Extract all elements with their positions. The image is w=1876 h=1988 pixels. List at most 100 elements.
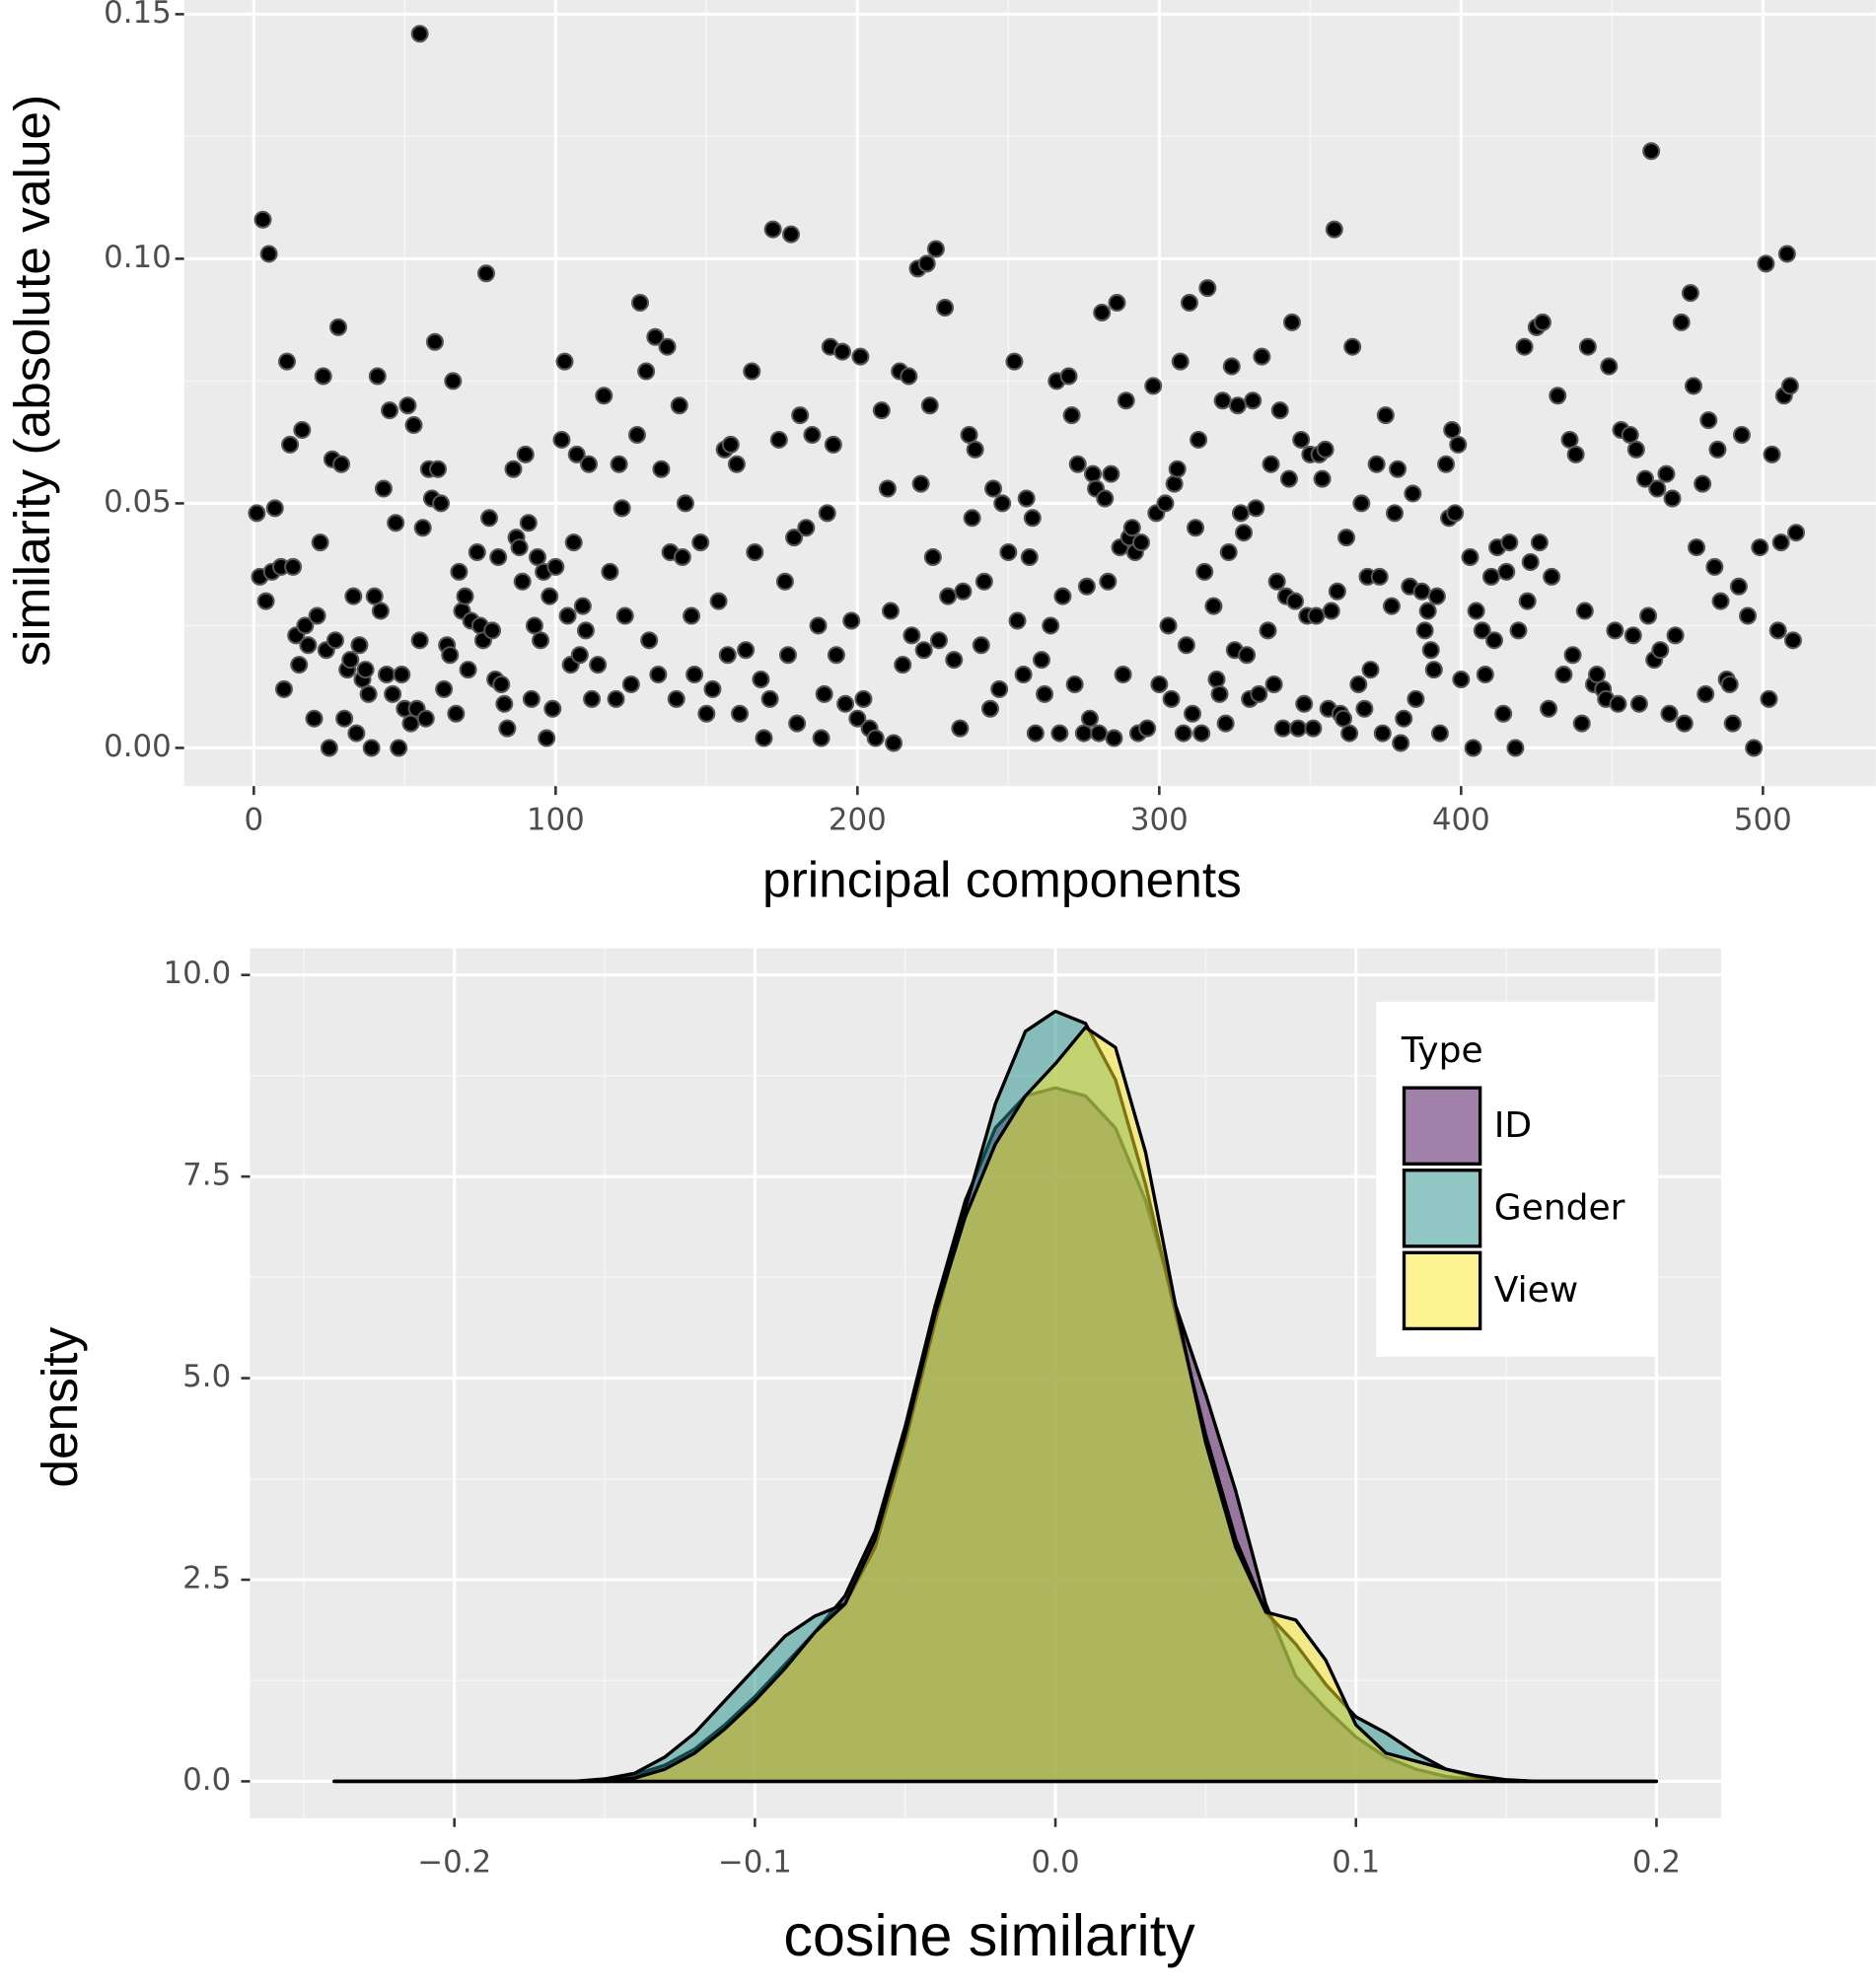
point bbox=[613, 499, 631, 518]
point bbox=[1264, 674, 1283, 693]
point bbox=[1376, 406, 1395, 425]
point bbox=[1026, 724, 1045, 743]
point bbox=[627, 425, 646, 444]
point bbox=[667, 689, 685, 708]
point bbox=[1473, 621, 1491, 640]
point bbox=[1156, 494, 1175, 513]
point bbox=[281, 435, 300, 454]
point bbox=[1105, 729, 1123, 747]
point bbox=[1222, 357, 1241, 376]
y-axis-title: density bbox=[31, 1326, 88, 1487]
point bbox=[347, 724, 366, 743]
x-tick-label: 300 bbox=[1130, 803, 1189, 838]
point bbox=[926, 240, 945, 258]
point bbox=[1334, 709, 1352, 728]
y-tick-label: 2.5 bbox=[182, 1560, 231, 1596]
point bbox=[1150, 674, 1169, 693]
point bbox=[1099, 572, 1118, 591]
point bbox=[1540, 699, 1558, 718]
point bbox=[1663, 489, 1682, 508]
point bbox=[1382, 597, 1401, 615]
point bbox=[1231, 504, 1250, 523]
x-tick-label: −0.2 bbox=[417, 1845, 491, 1881]
point bbox=[1509, 621, 1528, 640]
point bbox=[1183, 704, 1201, 723]
point bbox=[601, 562, 619, 581]
point bbox=[836, 694, 855, 713]
point bbox=[1216, 714, 1235, 733]
point bbox=[504, 460, 523, 478]
x-tick-label: 100 bbox=[527, 803, 585, 838]
point bbox=[1543, 567, 1561, 586]
point bbox=[311, 533, 329, 552]
point bbox=[1518, 592, 1537, 610]
point bbox=[1059, 367, 1078, 386]
point bbox=[1530, 533, 1549, 552]
point bbox=[1566, 445, 1585, 463]
point bbox=[532, 631, 550, 650]
legend-label: Gender bbox=[1494, 1188, 1625, 1229]
point bbox=[1325, 220, 1343, 239]
point bbox=[1322, 602, 1340, 620]
point bbox=[428, 460, 447, 478]
point bbox=[265, 499, 284, 518]
point bbox=[691, 533, 710, 552]
point bbox=[447, 704, 466, 723]
point bbox=[1096, 489, 1115, 508]
point bbox=[1418, 602, 1437, 620]
x-axis-title: principal components bbox=[762, 851, 1242, 908]
point bbox=[1036, 684, 1054, 703]
point bbox=[1621, 425, 1639, 444]
point bbox=[1131, 533, 1150, 552]
point bbox=[1626, 440, 1645, 459]
point bbox=[432, 494, 451, 513]
point bbox=[824, 435, 842, 454]
point bbox=[1572, 714, 1591, 733]
point bbox=[833, 342, 852, 361]
point bbox=[344, 587, 363, 605]
point bbox=[1521, 552, 1540, 571]
point bbox=[410, 25, 429, 43]
point bbox=[1219, 543, 1238, 562]
point bbox=[1554, 666, 1573, 684]
point bbox=[797, 519, 816, 537]
point bbox=[1117, 391, 1135, 410]
point bbox=[1005, 352, 1024, 371]
point bbox=[763, 220, 782, 239]
point bbox=[885, 734, 903, 752]
point bbox=[1195, 562, 1214, 581]
point bbox=[1705, 557, 1724, 576]
point bbox=[939, 587, 958, 605]
point bbox=[727, 455, 746, 473]
point bbox=[1138, 719, 1157, 738]
point bbox=[1563, 646, 1582, 665]
point bbox=[1304, 719, 1323, 738]
point bbox=[1609, 694, 1627, 713]
point bbox=[1639, 606, 1658, 625]
point bbox=[528, 547, 546, 566]
point bbox=[259, 245, 278, 263]
point bbox=[483, 621, 502, 640]
point bbox=[1578, 337, 1597, 356]
point bbox=[746, 543, 764, 562]
x-tick-label: −0.1 bbox=[718, 1845, 792, 1881]
point bbox=[607, 689, 625, 708]
point bbox=[872, 401, 891, 420]
point bbox=[401, 714, 420, 733]
point bbox=[573, 597, 592, 615]
point bbox=[546, 557, 565, 576]
point bbox=[818, 504, 836, 523]
point bbox=[1446, 504, 1465, 523]
point bbox=[519, 514, 538, 532]
point bbox=[1739, 606, 1758, 625]
point bbox=[1430, 724, 1449, 743]
point bbox=[1014, 666, 1033, 684]
point bbox=[1660, 704, 1679, 723]
point bbox=[1389, 460, 1407, 478]
legend-key bbox=[1402, 1086, 1482, 1166]
point bbox=[1768, 621, 1787, 640]
point bbox=[444, 372, 463, 390]
point bbox=[1696, 684, 1715, 703]
point bbox=[525, 616, 543, 635]
point bbox=[1370, 567, 1389, 586]
